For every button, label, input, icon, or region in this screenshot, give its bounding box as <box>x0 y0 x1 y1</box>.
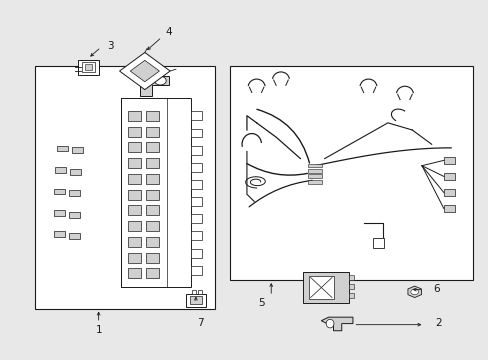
Bar <box>443 189 454 196</box>
Bar <box>189 296 202 304</box>
Polygon shape <box>407 286 421 297</box>
Bar <box>145 268 159 278</box>
Polygon shape <box>140 76 169 96</box>
Bar <box>348 275 353 280</box>
Bar <box>145 111 159 121</box>
Bar <box>443 205 454 212</box>
Bar <box>198 291 201 294</box>
Bar <box>145 237 159 247</box>
Bar <box>145 127 159 137</box>
Circle shape <box>154 76 166 85</box>
Bar <box>191 146 201 155</box>
Text: 4: 4 <box>165 27 172 37</box>
Bar <box>348 293 353 298</box>
Polygon shape <box>130 60 159 82</box>
Bar <box>127 158 141 168</box>
Bar <box>307 169 322 173</box>
Bar <box>191 129 201 138</box>
Bar <box>127 190 141 200</box>
Bar <box>191 266 201 275</box>
Bar <box>127 237 141 247</box>
Polygon shape <box>321 317 352 331</box>
Bar <box>372 238 383 248</box>
Ellipse shape <box>325 319 333 328</box>
Bar <box>145 158 159 168</box>
Bar <box>81 62 95 72</box>
Bar <box>191 231 201 240</box>
Bar <box>302 272 348 303</box>
Polygon shape <box>119 53 170 90</box>
Bar <box>69 233 80 239</box>
Bar <box>127 143 141 153</box>
Bar <box>127 252 141 262</box>
Bar <box>127 174 141 184</box>
Text: 2: 2 <box>435 318 442 328</box>
Circle shape <box>410 289 418 295</box>
Bar <box>307 180 322 184</box>
Text: 1: 1 <box>95 325 102 335</box>
Bar <box>307 163 322 167</box>
Bar <box>191 111 201 120</box>
Bar <box>443 157 454 164</box>
Text: 6: 6 <box>432 284 439 294</box>
Bar <box>145 221 159 231</box>
Bar <box>54 231 64 237</box>
Text: 5: 5 <box>258 298 264 308</box>
Bar <box>72 148 82 153</box>
Bar <box>127 268 141 278</box>
Text: 3: 3 <box>107 41 114 51</box>
Bar <box>191 197 201 206</box>
Bar <box>55 167 65 173</box>
Bar <box>127 221 141 231</box>
Bar <box>192 291 196 294</box>
Bar <box>78 60 99 75</box>
Bar <box>120 98 191 287</box>
Text: 7: 7 <box>197 318 203 328</box>
Bar <box>145 205 159 215</box>
Bar <box>127 205 141 215</box>
Bar <box>307 174 322 178</box>
Bar <box>145 174 159 184</box>
Bar <box>191 249 201 257</box>
Bar <box>127 127 141 137</box>
Bar <box>57 146 68 152</box>
Bar <box>191 180 201 189</box>
Bar <box>145 190 159 200</box>
Bar <box>69 212 80 217</box>
Bar <box>186 294 205 307</box>
Bar <box>35 66 215 309</box>
Bar <box>191 163 201 172</box>
Bar <box>54 210 64 216</box>
Bar <box>308 276 333 299</box>
Bar <box>145 252 159 262</box>
Bar <box>54 189 64 194</box>
Bar <box>145 143 159 153</box>
Bar <box>69 190 80 196</box>
Bar <box>70 169 81 175</box>
Bar <box>348 284 353 289</box>
Bar <box>229 66 472 280</box>
Bar <box>443 173 454 180</box>
Bar <box>127 111 141 121</box>
Bar <box>84 64 92 70</box>
Bar <box>191 214 201 223</box>
